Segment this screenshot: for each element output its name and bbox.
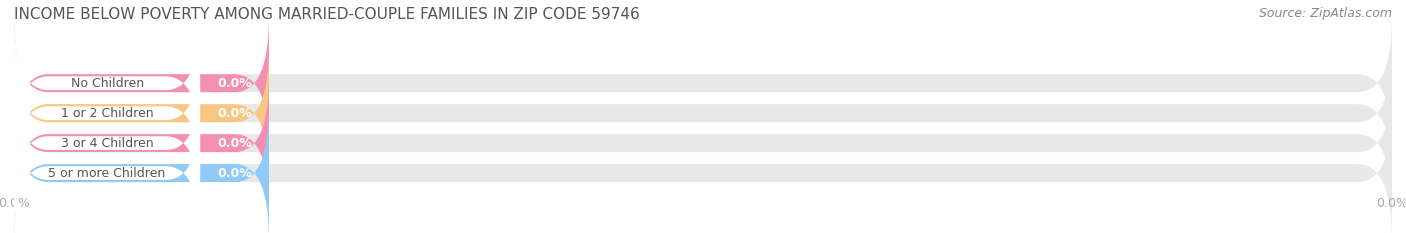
Text: 0.0%: 0.0% — [217, 137, 252, 150]
FancyBboxPatch shape — [14, 107, 1392, 233]
FancyBboxPatch shape — [14, 75, 200, 211]
FancyBboxPatch shape — [14, 17, 1392, 149]
FancyBboxPatch shape — [14, 45, 200, 181]
FancyBboxPatch shape — [14, 17, 269, 149]
Text: 0.0%: 0.0% — [217, 107, 252, 120]
Text: No Children: No Children — [70, 77, 143, 90]
Text: 1 or 2 Children: 1 or 2 Children — [60, 107, 153, 120]
FancyBboxPatch shape — [14, 47, 269, 179]
Text: 0.0%: 0.0% — [217, 167, 252, 180]
FancyBboxPatch shape — [14, 47, 1392, 179]
FancyBboxPatch shape — [14, 105, 200, 233]
Text: INCOME BELOW POVERTY AMONG MARRIED-COUPLE FAMILIES IN ZIP CODE 59746: INCOME BELOW POVERTY AMONG MARRIED-COUPL… — [14, 7, 640, 22]
FancyBboxPatch shape — [14, 77, 1392, 209]
Text: 0.0%: 0.0% — [217, 77, 252, 90]
Text: 3 or 4 Children: 3 or 4 Children — [60, 137, 153, 150]
Text: Source: ZipAtlas.com: Source: ZipAtlas.com — [1258, 7, 1392, 20]
FancyBboxPatch shape — [14, 77, 269, 209]
Text: 5 or more Children: 5 or more Children — [48, 167, 166, 180]
FancyBboxPatch shape — [14, 107, 269, 233]
FancyBboxPatch shape — [14, 15, 200, 151]
